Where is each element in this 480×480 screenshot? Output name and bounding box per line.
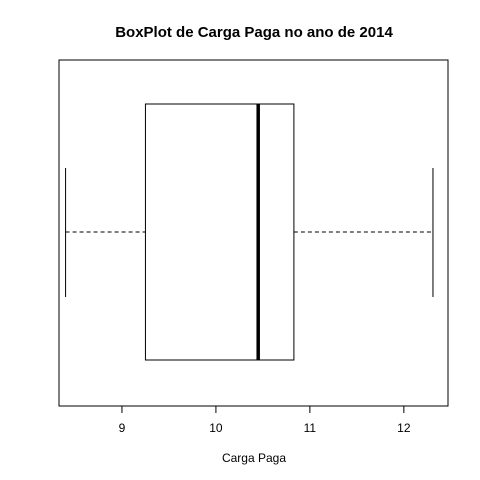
x-tick-label: 11: [304, 421, 317, 435]
x-tick-label: 12: [397, 421, 411, 435]
x-tick-label: 9: [119, 421, 126, 435]
x-axis-label: Carga Paga: [222, 451, 286, 465]
box-group: [65, 103, 434, 361]
chart-title: BoxPlot de Carga Paga no ano de 2014: [115, 24, 393, 41]
x-axis: 9 10 11 12: [119, 405, 411, 435]
interquartile-box: [144, 103, 295, 361]
x-tick-label: 10: [209, 421, 223, 435]
